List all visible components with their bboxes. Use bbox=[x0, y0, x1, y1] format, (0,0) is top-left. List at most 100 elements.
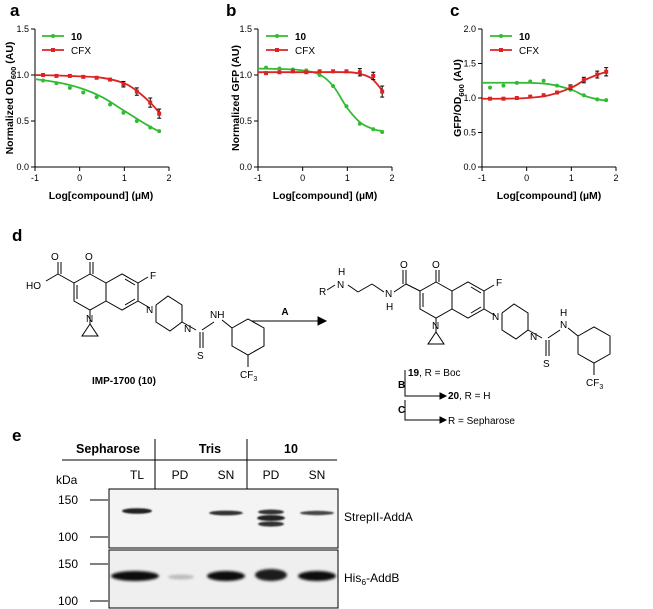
chart-a-x-label: Log[compound] (µM) bbox=[49, 190, 154, 202]
atom-label: F bbox=[150, 271, 156, 282]
panel-letter-c: c bbox=[450, 1, 459, 20]
y-tick-label: 0.5 bbox=[239, 116, 252, 126]
chart-c-ticks: -1 0 1 2 0.0 0.5 1.0 1.5 2.0 bbox=[463, 24, 618, 183]
atom-label: NH bbox=[210, 310, 224, 321]
atom-label: N bbox=[560, 320, 567, 331]
bond bbox=[155, 295, 183, 332]
gel-panel: Sepharose Tris 10 TL PD SN PD SN kDa 150… bbox=[56, 439, 413, 609]
chart-c-plot bbox=[481, 67, 609, 103]
series-cfx-point bbox=[317, 69, 322, 74]
atom-label: O bbox=[432, 260, 440, 271]
atom-label: S bbox=[197, 351, 204, 362]
legend-marker-cfx bbox=[51, 48, 55, 52]
atom-label: CF3 bbox=[586, 378, 603, 391]
band-addA-sn-10 bbox=[300, 510, 334, 516]
chart-a-y-label: Normalized OD600 (AU) bbox=[4, 42, 18, 155]
step-b-label: B bbox=[398, 380, 405, 391]
arrow-head bbox=[317, 316, 328, 326]
legend-label-10: 10 bbox=[71, 32, 83, 43]
atom-label: N bbox=[492, 312, 499, 323]
chart-b-legend: 10 CFX bbox=[266, 32, 315, 57]
series-10-point bbox=[134, 119, 139, 123]
x-tick-label: 2 bbox=[613, 173, 618, 183]
legend-label-10: 10 bbox=[519, 32, 531, 43]
series-10-point bbox=[344, 104, 349, 109]
series-10-point bbox=[371, 127, 376, 132]
series-cfx-point bbox=[290, 69, 295, 74]
chart-a-plot bbox=[34, 73, 162, 134]
band-addB-sn-10 bbox=[298, 571, 336, 581]
bond bbox=[105, 273, 139, 311]
bond bbox=[577, 326, 611, 364]
atom-label: N bbox=[184, 324, 191, 335]
series-cfx-point bbox=[54, 73, 59, 78]
arrow-head bbox=[439, 416, 448, 424]
bond bbox=[527, 329, 543, 339]
bond bbox=[451, 281, 485, 319]
atom-label: O bbox=[51, 252, 59, 263]
bond bbox=[124, 298, 136, 306]
gel-lane-tl: TL bbox=[130, 468, 144, 482]
band-addA-pd-10-c bbox=[258, 521, 284, 527]
y-tick-label: 0.0 bbox=[463, 162, 476, 172]
reagent-a-label: A bbox=[281, 307, 288, 318]
series-10-point bbox=[264, 65, 269, 70]
band-addA-tl bbox=[122, 508, 152, 514]
series-cfx-point bbox=[555, 90, 560, 95]
chart-c-y-label: GFP/OD600 (AU) bbox=[452, 59, 466, 137]
chart-b-x-label: Log[compound] (µM) bbox=[273, 190, 378, 202]
panel-letter-d: d bbox=[12, 226, 22, 245]
y-tick-label: 2.0 bbox=[463, 24, 476, 34]
atom-label: N bbox=[385, 289, 392, 300]
gel-lane-sn-tris: SN bbox=[218, 468, 235, 482]
x-tick-label: -1 bbox=[254, 173, 262, 183]
series-10-point bbox=[277, 66, 282, 71]
series-10-point bbox=[41, 78, 46, 83]
atom-label: F bbox=[496, 278, 502, 289]
compound-label-left: IMP-1700 (10) bbox=[92, 376, 156, 387]
series-cfx-point bbox=[581, 78, 586, 83]
series-10-point bbox=[595, 97, 600, 102]
atom-label: N bbox=[337, 280, 344, 291]
y-tick-label: 1.0 bbox=[463, 93, 476, 103]
series-10-point bbox=[488, 85, 493, 90]
x-tick-label: 1 bbox=[345, 173, 350, 183]
series-cfx-point bbox=[81, 74, 86, 79]
bond bbox=[45, 273, 59, 282]
bond bbox=[483, 284, 495, 292]
y-tick-label: 0.5 bbox=[463, 128, 476, 138]
gel-group-sepharose: Sepharose bbox=[76, 442, 140, 456]
series-cfx-point bbox=[108, 77, 113, 82]
series-10-point bbox=[108, 102, 113, 107]
series-cfx-point bbox=[304, 70, 309, 75]
chart-a: -1 0 1 2 0.0 0.5 1.0 1.5 10 CFX Log[compound] (… bbox=[4, 24, 172, 202]
x-tick-label: -1 bbox=[31, 173, 39, 183]
gel-kda-label: kDa bbox=[56, 473, 78, 487]
x-tick-label: -1 bbox=[478, 173, 486, 183]
series-10-point bbox=[54, 81, 59, 86]
chart-b: -1 0 1 2 0.0 0.5 1.0 1.5 10 CFX Log[compound] (… bbox=[230, 24, 395, 202]
atom-label: H bbox=[560, 308, 567, 319]
product-19-label: 19, R = Boc bbox=[408, 368, 461, 379]
x-tick-label: 1 bbox=[569, 173, 574, 183]
x-tick-label: 0 bbox=[300, 173, 305, 183]
atom-label: O bbox=[400, 260, 408, 271]
series-cfx-point bbox=[67, 73, 72, 78]
series-10-point bbox=[541, 78, 546, 83]
legend-marker-cfx bbox=[275, 48, 279, 52]
series-cfx-point bbox=[604, 69, 609, 74]
atom-label: S bbox=[543, 359, 550, 370]
bond bbox=[470, 286, 482, 294]
bond bbox=[201, 321, 215, 331]
legend-label-cfx: CFX bbox=[519, 46, 539, 57]
chart-b-ticks: -1 0 1 2 0.0 0.5 1.0 1.5 bbox=[239, 24, 394, 183]
bond bbox=[221, 319, 233, 329]
gel-lane-pd-tris: PD bbox=[172, 468, 189, 482]
step-c-label: C bbox=[398, 405, 405, 416]
chart-b-y-label: Normalized GFP (AU) bbox=[230, 45, 242, 151]
panel-letter-a: a bbox=[10, 1, 20, 20]
atom-label: N bbox=[432, 321, 439, 332]
band-addB-sn-tris bbox=[207, 571, 245, 581]
bond bbox=[483, 308, 497, 317]
series-cfx-point bbox=[568, 84, 573, 89]
